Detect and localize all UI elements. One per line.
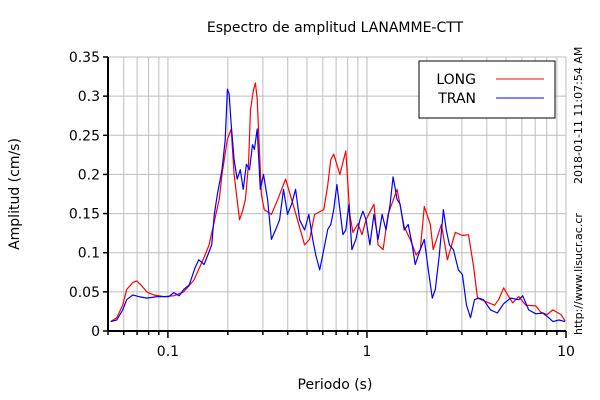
legend-label-long: LONG: [436, 72, 476, 88]
y-tick-label: 0.15: [69, 207, 100, 223]
axes: 0 0.05 0.1 0.15 0.2 0.25 0.3 0.35 0.1 1 10: [69, 50, 575, 360]
source-url-text: http://www.lisucr.ac.cr: [572, 213, 585, 335]
series-line-tran: [110, 88, 566, 323]
series-line-long: [110, 82, 566, 323]
chart-title: Espectro de amplitud LANAMME-CTT: [207, 20, 464, 36]
y-tick-label: 0: [91, 324, 100, 340]
y-axis-label: Amplitud (cm/s): [7, 138, 23, 250]
y-tick-label: 0.2: [78, 167, 100, 183]
legend-label-tran: TRAN: [437, 91, 476, 107]
timestamp-text: 2018-01-11 11:07:54 AM: [572, 47, 585, 184]
y-tick-label: 0.25: [69, 128, 100, 144]
x-tick-label: 10: [557, 344, 575, 360]
x-tick-label: 0.1: [157, 344, 179, 360]
x-tick-label: 1: [362, 344, 371, 360]
x-axis-label: Periodo (s): [298, 377, 373, 393]
y-tick-label: 0.3: [78, 89, 100, 105]
y-tick-label: 0.1: [78, 246, 100, 262]
y-tick-label: 0.35: [69, 50, 100, 66]
y-tick-label: 0.05: [69, 285, 100, 301]
legend-box: [418, 60, 556, 119]
legend: LONG TRAN: [418, 60, 556, 119]
series-lines: [110, 82, 566, 323]
